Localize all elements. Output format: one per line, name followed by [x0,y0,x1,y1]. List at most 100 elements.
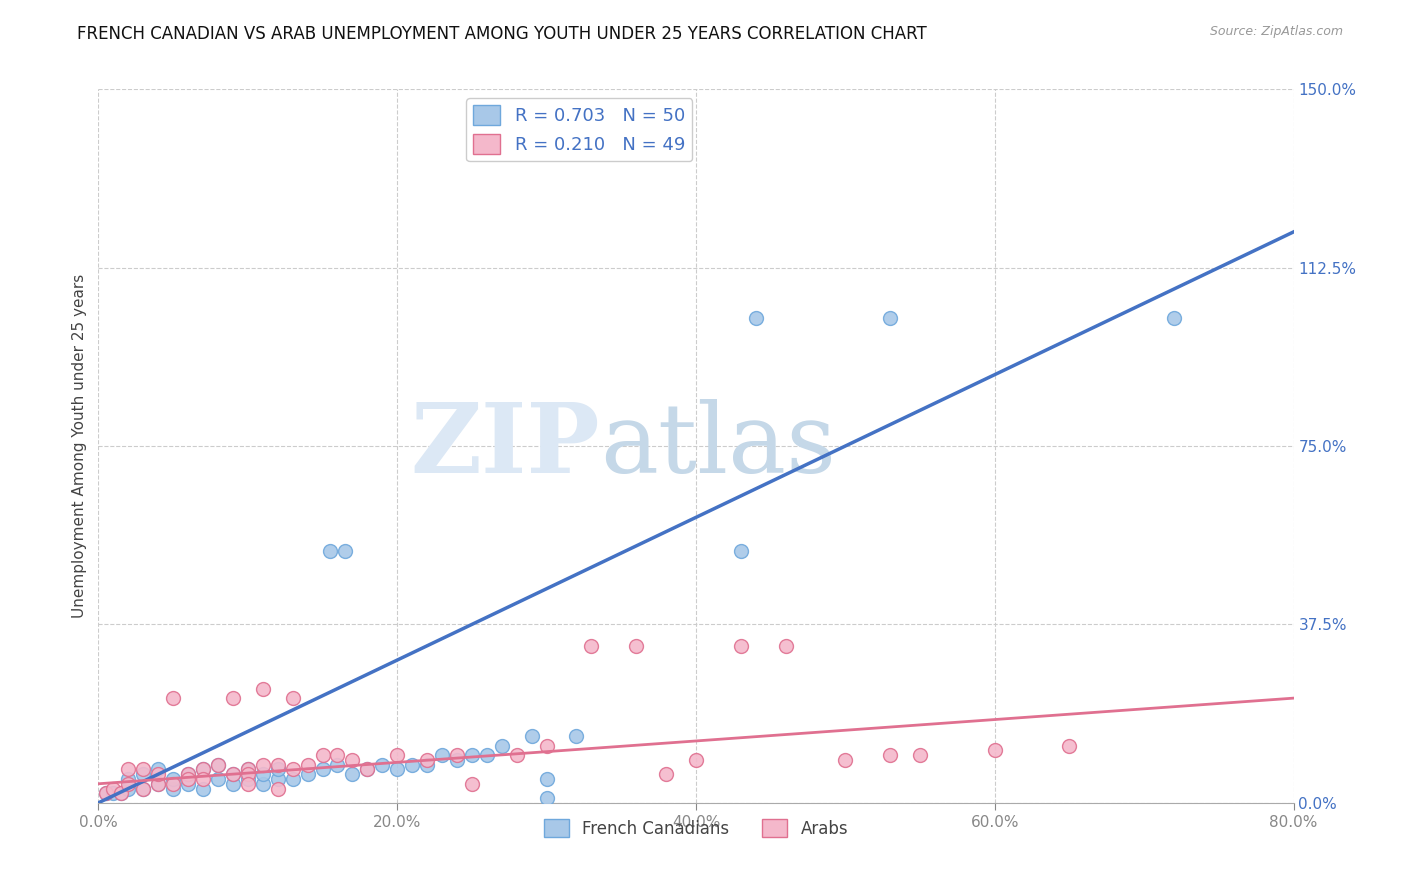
Point [281,691,304,706]
Point [191,763,214,777]
Point [430,748,453,763]
Point [132,781,155,796]
Point [879,310,901,325]
Point [191,781,214,796]
Point [730,543,752,558]
Point [475,748,498,763]
Text: FRENCH CANADIAN VS ARAB UNEMPLOYMENT AMONG YOUTH UNDER 25 YEARS CORRELATION CHAR: FRENCH CANADIAN VS ARAB UNEMPLOYMENT AMO… [77,25,927,43]
Point [416,753,439,767]
Point [117,763,139,777]
Point [356,763,378,777]
Point [446,753,468,767]
Point [148,763,170,777]
Point [148,777,170,791]
Point [236,763,259,777]
Point [655,767,678,781]
Point [191,763,214,777]
Point [207,772,229,786]
Point [236,763,259,777]
Point [385,748,409,763]
Text: Source: ZipAtlas.com: Source: ZipAtlas.com [1209,25,1343,38]
Point [267,757,290,772]
Point [222,777,245,791]
Point [110,786,132,800]
Point [506,748,529,763]
Point [267,781,290,796]
Point [908,748,931,763]
Point [252,767,274,781]
Point [252,681,274,696]
Point [1059,739,1081,753]
Point [162,781,184,796]
Point [326,748,349,763]
Point [461,748,484,763]
Text: atlas: atlas [600,399,837,493]
Point [281,772,304,786]
Point [581,639,603,653]
Point [207,757,229,772]
Point [297,767,319,781]
Point [626,639,648,653]
Point [319,543,342,558]
Point [565,729,588,743]
Point [236,777,259,791]
Point [252,757,274,772]
Point [342,753,364,767]
Point [222,767,245,781]
Point [311,763,333,777]
Point [236,772,259,786]
Point [446,748,468,763]
Point [148,767,170,781]
Point [342,767,364,781]
Point [132,781,155,796]
Point [685,753,707,767]
Point [110,786,132,800]
Point [1163,310,1185,325]
Point [148,777,170,791]
Point [520,729,543,743]
Point [267,763,290,777]
Text: ZIP: ZIP [411,399,600,493]
Point [103,786,125,800]
Point [103,781,125,796]
Point [491,739,513,753]
Point [326,757,349,772]
Point [730,639,752,653]
Point [177,767,200,781]
Point [94,786,117,800]
Point [416,757,439,772]
Point [385,763,409,777]
Point [162,777,184,791]
Point [222,767,245,781]
Point [267,772,290,786]
Point [311,748,333,763]
Point [984,743,1007,757]
Point [117,781,139,796]
Point [207,757,229,772]
Point [281,763,304,777]
Point [536,739,558,753]
Point [94,786,117,800]
Point [222,691,245,706]
Point [879,748,901,763]
Point [236,767,259,781]
Point [191,772,214,786]
Point [297,757,319,772]
Point [333,543,356,558]
Y-axis label: Unemployment Among Youth under 25 years: Unemployment Among Youth under 25 years [72,274,87,618]
Legend: French Canadians, Arabs: French Canadians, Arabs [537,813,855,845]
Point [371,757,394,772]
Point [177,777,200,791]
Point [745,310,768,325]
Point [177,772,200,786]
Point [117,772,139,786]
Point [536,772,558,786]
Point [834,753,856,767]
Point [162,772,184,786]
Point [117,777,139,791]
Point [252,777,274,791]
Point [356,763,378,777]
Point [461,777,484,791]
Point [177,767,200,781]
Point [775,639,797,653]
